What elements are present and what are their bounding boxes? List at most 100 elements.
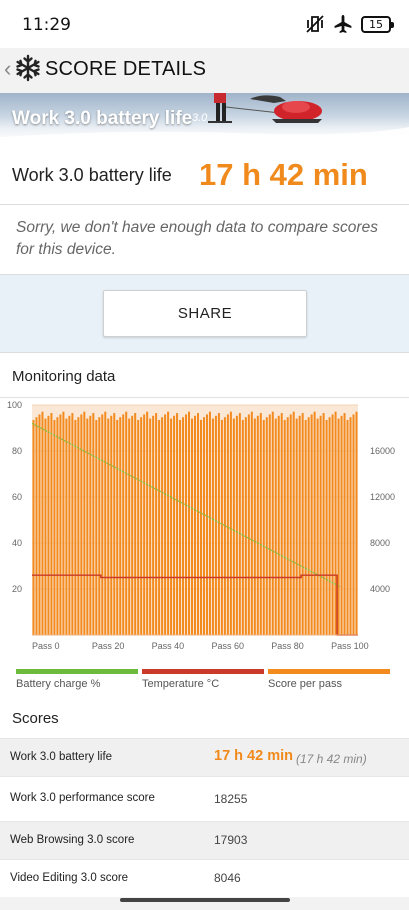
monitoring-heading: Monitoring data — [12, 368, 116, 385]
score-bar — [122, 414, 125, 635]
home-indicator[interactable] — [120, 898, 290, 902]
score-bar — [125, 411, 128, 635]
score-bar — [349, 417, 352, 635]
score-bar — [56, 417, 59, 635]
score-bar — [316, 418, 319, 635]
score-bar — [337, 418, 340, 635]
score-bar — [352, 414, 355, 635]
battery-line — [31, 422, 341, 588]
legend-swatch-score — [268, 669, 390, 674]
score-bar — [194, 415, 196, 635]
right-axis-tick-label: 16000 — [370, 446, 395, 456]
score-bar — [128, 418, 131, 635]
mute-vibrate-icon — [306, 15, 324, 33]
score-bar — [77, 417, 80, 635]
score-bar — [283, 419, 286, 635]
monitoring-card: Monitoring data 20 40 60 80 100 4000 8000 12000… — [0, 352, 409, 697]
airplane-mode-icon — [334, 15, 352, 33]
score-bar — [116, 419, 119, 635]
score-bar — [182, 417, 185, 635]
score-bar — [307, 417, 310, 635]
legend-swatch-battery — [16, 669, 138, 674]
score-bar — [265, 417, 268, 635]
x-axis-tick-label: Pass 100 — [331, 641, 369, 651]
legend-label-temperature: Temperature °C — [142, 678, 220, 690]
score-bar — [44, 418, 47, 635]
score-bar — [80, 414, 83, 635]
score-bar — [143, 414, 146, 635]
score-bar — [289, 414, 292, 635]
legend-label-score: Score per pass — [268, 678, 342, 690]
status-bar: 11:29 15 — [0, 0, 409, 48]
monitoring-chart: 20 40 60 80 100 4000 8000 12000 16000 Pass 0 Pass … — [7, 401, 395, 651]
score-bar — [185, 414, 188, 635]
score-bar — [262, 419, 265, 635]
score-bar — [292, 411, 295, 635]
score-bar — [340, 415, 343, 635]
score-bar — [268, 414, 271, 635]
score-bar — [280, 413, 283, 635]
score-bar — [59, 414, 62, 635]
score-bar — [47, 415, 50, 635]
score-bar — [131, 415, 134, 635]
score-row-battery-life: Work 3.0 battery life 17 h 42 min (17 h … — [0, 738, 409, 776]
score-bar — [241, 419, 244, 635]
battery-level: 15 — [369, 17, 383, 31]
share-button[interactable]: SHARE — [103, 290, 307, 337]
score-bar — [247, 414, 250, 635]
score-bar — [286, 417, 289, 635]
left-axis-tick-label: 60 — [12, 492, 22, 502]
x-axis-tick-label: Pass 0 — [32, 641, 60, 651]
score-bar — [191, 418, 194, 635]
page-title: SCORE DETAILS — [45, 58, 207, 80]
right-axis-tick-label: 12000 — [370, 492, 395, 502]
x-axis-tick-label: Pass 20 — [92, 641, 125, 651]
score-bar — [71, 413, 74, 635]
score-bar — [74, 419, 77, 635]
score-bar — [325, 419, 328, 635]
right-axis-tick-label: 4000 — [370, 584, 390, 594]
back-chevron-icon[interactable]: ‹ — [4, 56, 12, 81]
score-bar — [158, 419, 161, 635]
score-bar — [65, 418, 68, 635]
score-bar — [173, 415, 176, 635]
score-bar — [310, 414, 313, 635]
notice-text: Sorry, we don't have enough data to comp… — [16, 219, 378, 258]
right-axis-tick-label: 8000 — [370, 538, 390, 548]
score-bar — [322, 413, 325, 635]
score-bar — [86, 418, 89, 635]
score-bar — [95, 419, 98, 635]
score-label: Work 3.0 performance score — [10, 792, 155, 804]
score-bar — [331, 414, 334, 635]
score-bar — [223, 417, 226, 635]
score-bar — [179, 419, 182, 635]
score-bar — [32, 419, 35, 635]
left-axis-tick-label: 100 — [7, 401, 22, 410]
score-bar — [140, 417, 143, 635]
x-axis-tick-label: Pass 60 — [211, 641, 244, 651]
score-label: Web Browsing 3.0 score — [10, 834, 135, 846]
left-axis-tick-label: 80 — [12, 446, 22, 456]
score-value: 18255 — [214, 792, 248, 806]
snowflake-logo-icon — [16, 54, 40, 82]
x-axis-tick-label: Pass 80 — [271, 641, 304, 651]
score-bar — [313, 411, 316, 635]
score-bar — [343, 413, 346, 635]
score-bar — [298, 415, 301, 635]
legend-swatch-temperature — [142, 669, 264, 674]
score-row-video-editing: Video Editing 3.0 score 8046 — [0, 859, 409, 897]
score-bar — [232, 418, 235, 635]
score-row-performance: Work 3.0 performance score 18255 — [0, 776, 409, 821]
score-bar — [164, 414, 167, 635]
score-bar — [38, 414, 41, 635]
score-bar — [295, 418, 298, 635]
temperature-line — [32, 574, 358, 636]
status-icons: 15 — [305, 13, 394, 35]
score-bar — [176, 413, 179, 635]
score-bar — [355, 411, 358, 635]
score-bar — [208, 411, 211, 635]
score-bar — [202, 417, 205, 635]
score-bar — [119, 417, 122, 635]
scores-heading: Scores — [12, 710, 59, 727]
score-bar — [152, 415, 155, 635]
